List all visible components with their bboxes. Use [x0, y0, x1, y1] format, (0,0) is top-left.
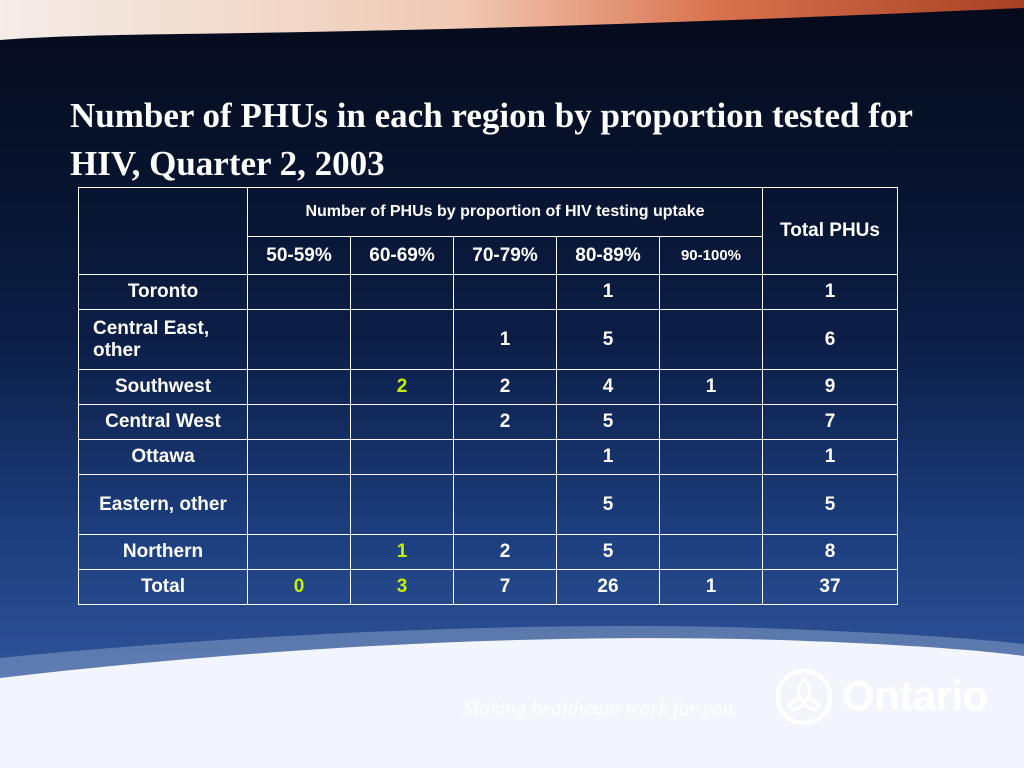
region-label: Central West: [78, 404, 248, 440]
column-header-0: 50-59%: [247, 236, 351, 275]
value-cell: [350, 309, 454, 370]
total-phus-header: Total PHUs: [762, 187, 898, 275]
total-cell: 5: [762, 474, 898, 535]
value-cell: 26: [556, 569, 660, 605]
value-cell: 1: [350, 534, 454, 570]
value-cell: 1: [659, 569, 763, 605]
value-cell: 5: [556, 309, 660, 370]
region-label: Northern: [78, 534, 248, 570]
table-body: Toronto 1 1 Central East, other 1 5 6 Southwest…: [78, 274, 898, 605]
table-row: Toronto 1 1: [78, 274, 898, 310]
column-header-3: 80-89%: [556, 236, 660, 275]
value-cell: 1: [659, 369, 763, 405]
value-cell: 1: [453, 309, 557, 370]
value-cell: [350, 474, 454, 535]
value-cell: [247, 274, 351, 310]
value-cell: 5: [556, 404, 660, 440]
column-header-1: 60-69%: [350, 236, 454, 275]
table-row: Ottawa 1 1: [78, 439, 898, 475]
value-cell: 2: [350, 369, 454, 405]
value-cell: [453, 474, 557, 535]
value-cell: [659, 534, 763, 570]
value-cell: 2: [453, 369, 557, 405]
region-label: Central East, other: [78, 309, 248, 370]
bottom-swoosh-decoration: [0, 626, 1024, 768]
value-cell: 5: [556, 534, 660, 570]
total-cell: 8: [762, 534, 898, 570]
value-cell: [247, 369, 351, 405]
table-row: Total 0 3 7 26 1 37: [78, 569, 898, 605]
group-header: Number of PHUs by proportion of HIV test…: [247, 187, 763, 237]
value-cell: [247, 534, 351, 570]
column-header-4: 90-100%: [659, 236, 763, 275]
value-cell: [350, 274, 454, 310]
value-cell: [659, 439, 763, 475]
column-header-row: 50-59% 60-69% 70-79% 80-89% 90-100%: [79, 236, 898, 275]
region-label: Total: [78, 569, 248, 605]
slide-title: Number of PHUs in each region by proport…: [70, 96, 913, 183]
value-cell: [247, 404, 351, 440]
total-cell: 37: [762, 569, 898, 605]
table-row: Eastern, other 5 5: [78, 474, 898, 535]
value-cell: [350, 439, 454, 475]
header-corner-cell: [78, 187, 248, 275]
table-row: Central West 2 5 7: [78, 404, 898, 440]
value-cell: 1: [556, 274, 660, 310]
value-cell: [247, 309, 351, 370]
value-cell: [247, 439, 351, 475]
column-header-2: 70-79%: [453, 236, 557, 275]
value-cell: [247, 474, 351, 535]
total-cell: 1: [762, 274, 898, 310]
value-cell: [350, 404, 454, 440]
total-cell: 6: [762, 309, 898, 370]
ontario-trillium-icon: [775, 668, 833, 726]
table-row: Central East, other 1 5 6: [78, 309, 898, 370]
value-cell: [659, 274, 763, 310]
slogan: Making healthcare work for you.: [462, 696, 739, 720]
total-cell: 9: [762, 369, 898, 405]
value-cell: 2: [453, 534, 557, 570]
total-cell: 7: [762, 404, 898, 440]
value-cell: 1: [556, 439, 660, 475]
table-row: Northern 1 2 5 8: [78, 534, 898, 570]
value-cell: [453, 274, 557, 310]
value-cell: 0: [247, 569, 351, 605]
table-row: Southwest 2 2 4 1 9: [78, 369, 898, 405]
value-cell: [659, 404, 763, 440]
top-swoosh-decoration: [0, 0, 1024, 40]
value-cell: [659, 474, 763, 535]
value-cell: 4: [556, 369, 660, 405]
total-cell: 1: [762, 439, 898, 475]
region-label: Ottawa: [78, 439, 248, 475]
region-label: Southwest: [78, 369, 248, 405]
value-cell: 3: [350, 569, 454, 605]
region-label: Toronto: [78, 274, 248, 310]
brand-wordmark: Ontario: [842, 672, 988, 719]
value-cell: 7: [453, 569, 557, 605]
table-header-row: Number of PHUs by proportion of HIV test…: [78, 187, 898, 275]
region-label: Eastern, other: [78, 474, 248, 535]
value-cell: 5: [556, 474, 660, 535]
value-cell: [453, 439, 557, 475]
value-cell: 2: [453, 404, 557, 440]
value-cell: [659, 309, 763, 370]
hiv-testing-table: Number of PHUs by proportion of HIV test…: [78, 187, 898, 605]
